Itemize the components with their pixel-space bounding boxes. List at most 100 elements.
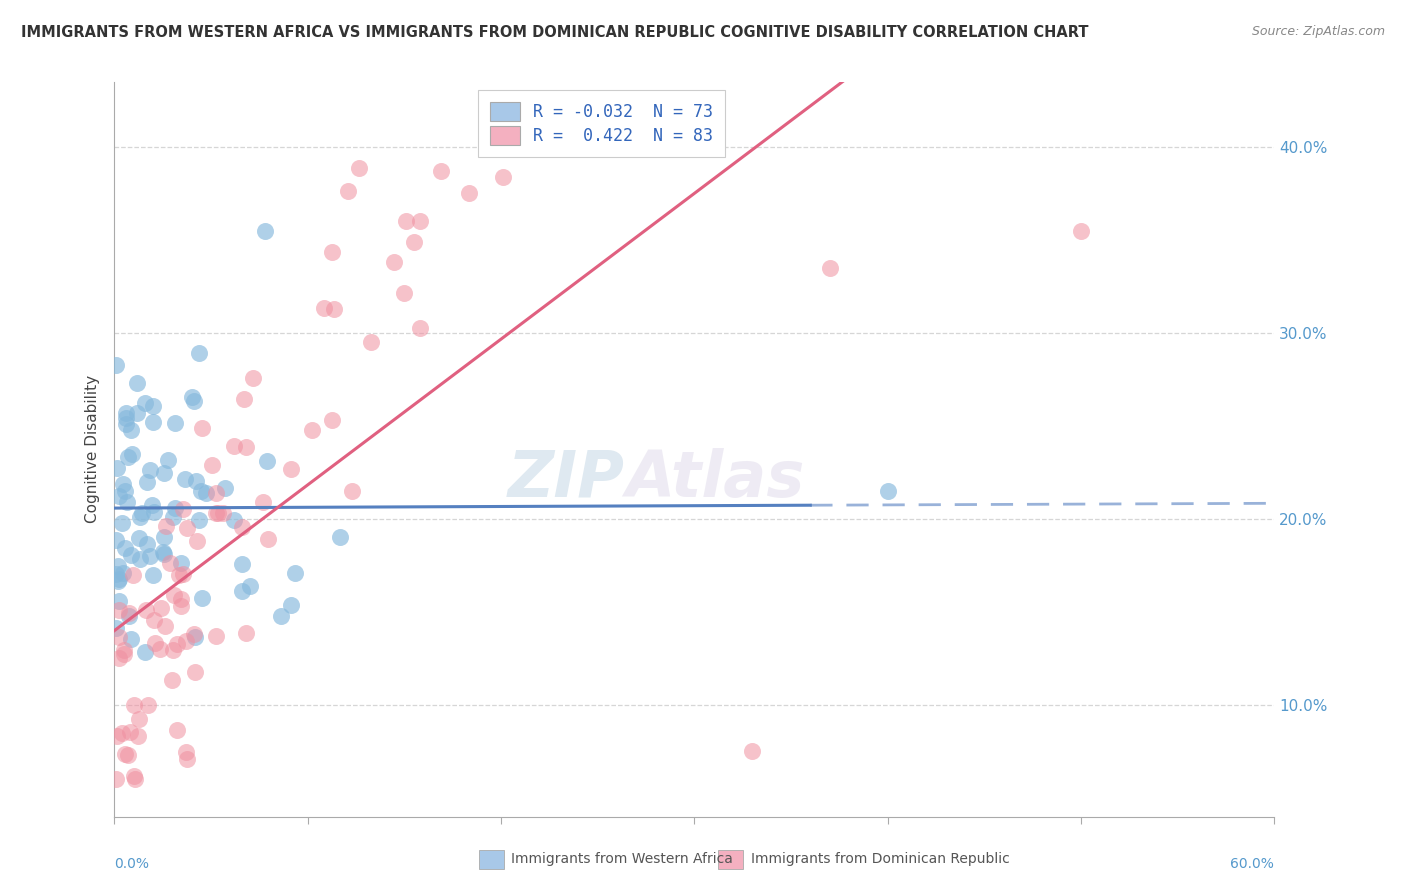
Point	[117, 748, 139, 763]
Point	[172, 567, 194, 582]
Point	[204, 506, 226, 520]
Point	[112, 647, 135, 661]
Point	[120, 548, 142, 562]
Point	[280, 598, 302, 612]
Point	[183, 665, 205, 680]
Point	[153, 530, 176, 544]
Point	[204, 486, 226, 500]
Point	[105, 567, 128, 582]
Point	[117, 450, 139, 465]
Point	[191, 421, 214, 435]
Point	[169, 556, 191, 570]
Point	[214, 481, 236, 495]
Point	[136, 698, 159, 712]
Point	[170, 592, 193, 607]
Point	[128, 509, 150, 524]
Point	[108, 490, 131, 504]
Point	[111, 726, 134, 740]
Point	[207, 506, 229, 520]
Point	[107, 651, 129, 665]
Point	[174, 746, 197, 760]
Point	[183, 627, 205, 641]
Point	[114, 410, 136, 425]
Point	[142, 415, 165, 429]
Point	[170, 599, 193, 614]
Point	[430, 164, 453, 178]
Point	[257, 532, 280, 546]
Point	[108, 572, 131, 586]
Point	[143, 613, 166, 627]
Text: 60.0%: 60.0%	[1230, 856, 1274, 871]
Text: ZIP: ZIP	[508, 448, 624, 509]
Point	[120, 632, 142, 646]
Point	[186, 534, 208, 549]
Point	[165, 416, 187, 430]
Point	[191, 591, 214, 606]
Point	[631, 140, 654, 154]
Text: 0.0%: 0.0%	[114, 856, 149, 871]
Text: Immigrants from Dominican Republic: Immigrants from Dominican Republic	[751, 853, 1010, 866]
Point	[301, 423, 323, 437]
Point	[167, 568, 190, 582]
Point	[105, 772, 128, 787]
Point	[105, 358, 128, 372]
Point	[134, 645, 156, 659]
Point	[231, 520, 253, 534]
Point	[184, 474, 207, 488]
Point	[314, 301, 336, 316]
Point	[105, 729, 128, 743]
Point	[128, 552, 150, 566]
Point	[176, 521, 198, 535]
Point	[163, 588, 186, 602]
Y-axis label: Cognitive Disability: Cognitive Disability	[86, 376, 100, 524]
Text: Source: ZipAtlas.com: Source: ZipAtlas.com	[1251, 25, 1385, 38]
Point	[165, 500, 187, 515]
Point	[118, 608, 141, 623]
Point	[174, 634, 197, 648]
Point	[492, 170, 515, 185]
Point	[181, 390, 204, 404]
Point	[152, 466, 174, 480]
Point	[329, 530, 352, 544]
Point	[157, 452, 180, 467]
Point	[162, 673, 184, 687]
Point	[231, 557, 253, 571]
Point	[143, 505, 166, 519]
Point	[392, 285, 415, 300]
Point	[183, 393, 205, 408]
Point	[112, 477, 135, 491]
Point	[172, 501, 194, 516]
Point	[115, 405, 138, 419]
Text: Immigrants from Western Africa: Immigrants from Western Africa	[512, 853, 734, 866]
Point	[114, 483, 136, 498]
Point	[233, 392, 256, 407]
Point	[120, 424, 142, 438]
Point	[190, 484, 212, 499]
Point	[337, 185, 360, 199]
Point	[118, 724, 141, 739]
Point	[105, 533, 128, 547]
Point	[284, 566, 307, 580]
Point	[105, 460, 128, 475]
Point	[127, 406, 149, 420]
Point	[818, 260, 841, 275]
Point	[131, 506, 153, 520]
Point	[222, 513, 245, 527]
Point	[235, 441, 257, 455]
Point	[252, 495, 274, 509]
Point	[231, 584, 253, 599]
Point	[139, 549, 162, 563]
Point	[360, 334, 382, 349]
Point	[111, 516, 134, 530]
Point	[162, 643, 184, 657]
Point	[741, 744, 763, 758]
Point	[135, 603, 157, 617]
Point	[142, 568, 165, 582]
Point	[114, 417, 136, 432]
Point	[150, 601, 173, 615]
Point	[107, 574, 129, 589]
Point	[235, 626, 257, 640]
Point	[124, 772, 146, 787]
Point	[142, 399, 165, 413]
Point	[139, 462, 162, 476]
